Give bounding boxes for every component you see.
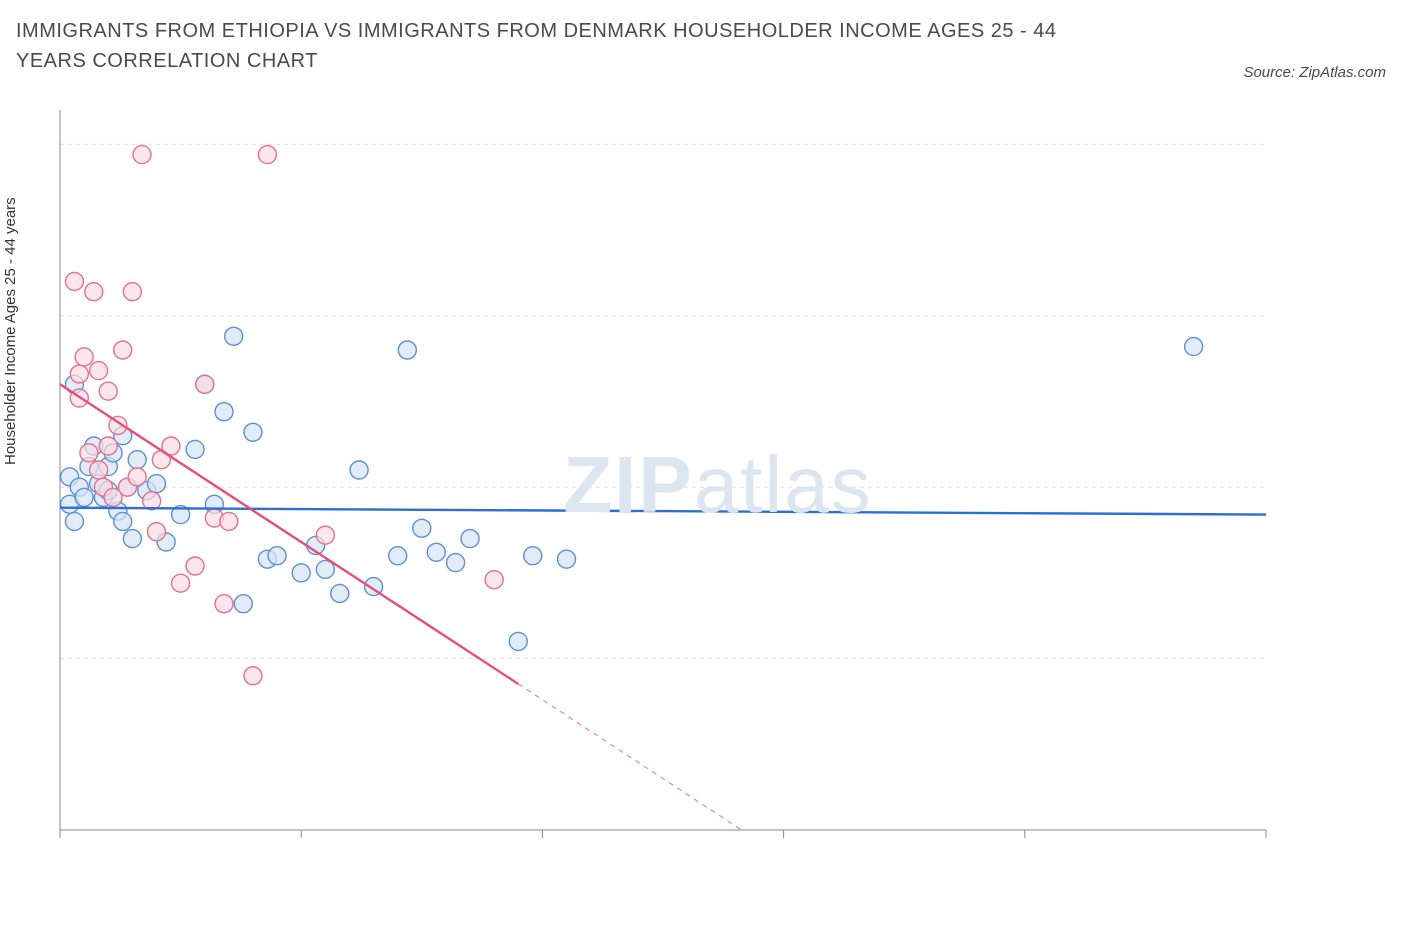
chart-svg xyxy=(50,100,1386,870)
source-label: Source: ZipAtlas.com xyxy=(1243,64,1386,81)
chart-title: IMMIGRANTS FROM ETHIOPIA VS IMMIGRANTS F… xyxy=(16,16,1116,76)
plot-area: ZIPatlas xyxy=(50,100,1386,870)
y-axis-label: Householder Income Ages 25 - 44 years xyxy=(2,197,19,465)
